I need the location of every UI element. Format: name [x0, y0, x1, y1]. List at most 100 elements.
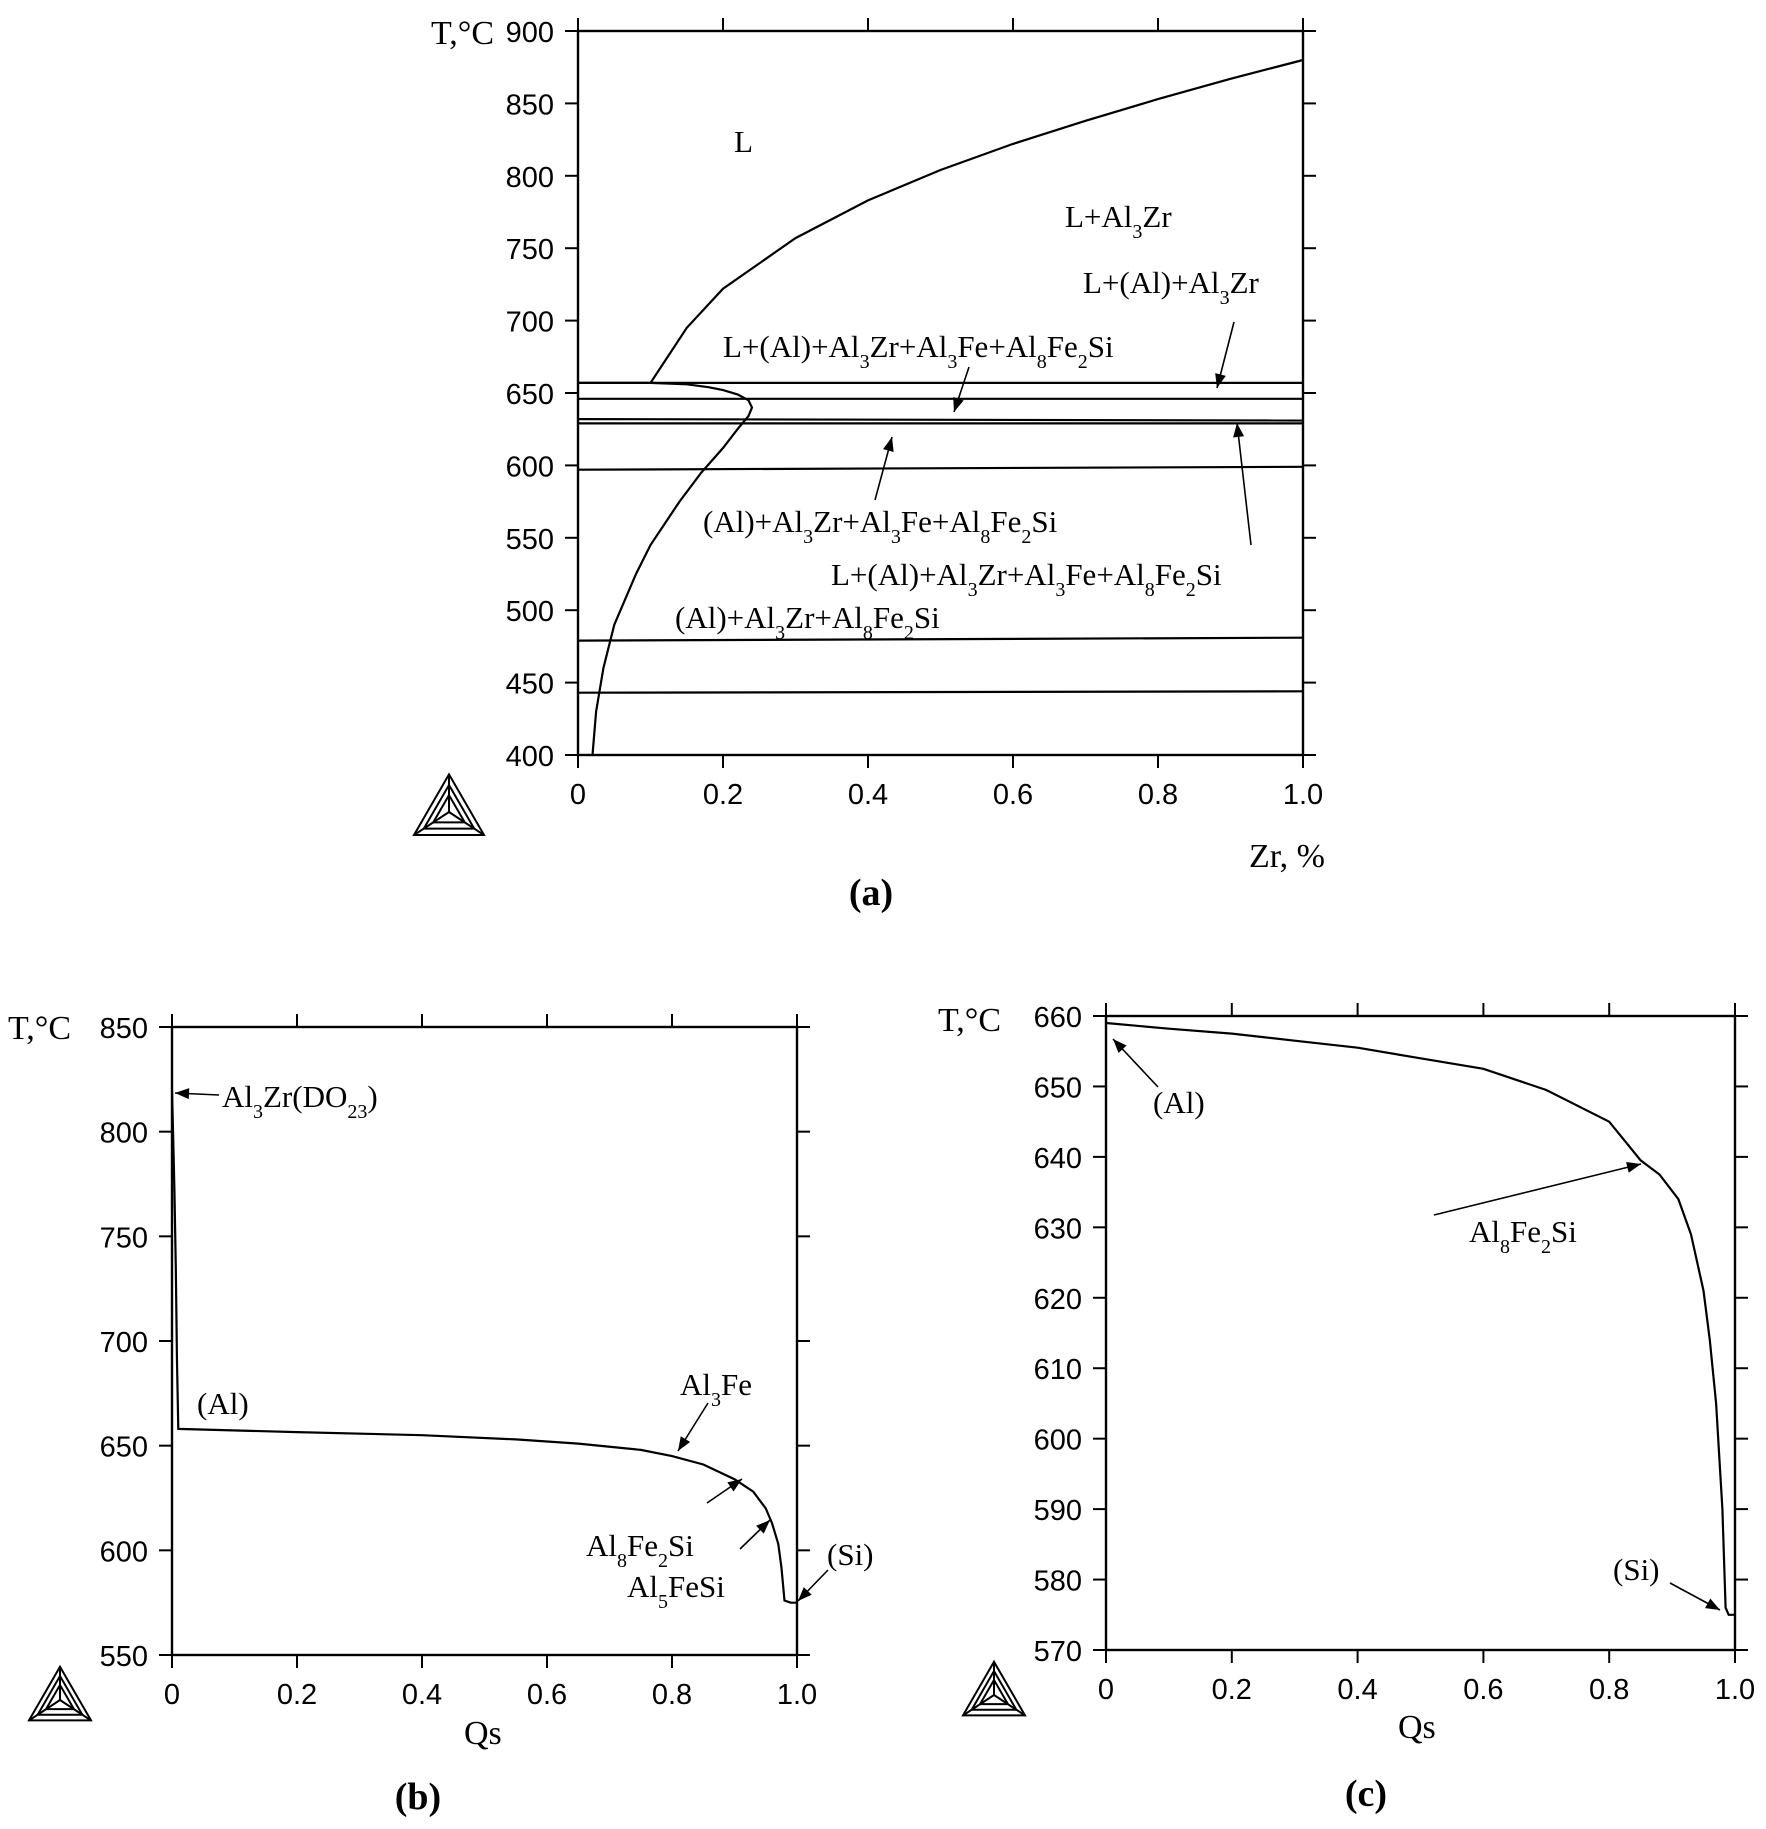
phase-label: (Al)+Al3Zr+Al3Fe+Al8Fe2Si — [703, 504, 1058, 548]
annotation-arrow — [953, 366, 970, 413]
y-tick-label: 550 — [100, 1641, 148, 1673]
y-tick-label: 700 — [506, 307, 554, 339]
y-tick-label: 550 — [506, 524, 554, 556]
y-tick-label: 650 — [100, 1432, 148, 1464]
x-tick-label: 0.8 — [1138, 779, 1178, 811]
y-tick-label: 630 — [1034, 1213, 1082, 1245]
y-tick-label: 580 — [1034, 1566, 1082, 1598]
annotation-arrow — [1433, 1162, 1642, 1216]
phase-label: Al3Zr(DO23) — [222, 1079, 378, 1123]
x-tick-label: 0.6 — [993, 779, 1033, 811]
series-line-5 — [577, 418, 1304, 422]
y-tick-label: 800 — [506, 162, 554, 194]
y-tick-label: 450 — [506, 669, 554, 701]
x-tick-label: 0.2 — [277, 1679, 317, 1711]
annotation-arrow — [874, 436, 894, 501]
annotation-arrow — [677, 1402, 709, 1452]
x-tick-label: 0.2 — [1212, 1674, 1252, 1706]
plot-frame — [1104, 1014, 1737, 1652]
x-tick-label: 0 — [164, 1679, 180, 1711]
x-tick-label: 0.4 — [848, 779, 888, 811]
y-tick-label: 400 — [506, 741, 554, 773]
panel-c: 0 0.2 0.4 0.6 0.8 1.0 570 580 590 600 610 620 630 640… — [938, 1002, 1755, 1815]
phase-label: L — [734, 124, 753, 159]
thermo-calc-logo — [961, 1659, 1027, 1717]
phase-label: (Si) — [827, 1537, 874, 1572]
y-tick-label: 650 — [506, 379, 554, 411]
thermo-calc-logo — [412, 772, 486, 837]
x-axis-title: Qs — [1398, 1709, 1436, 1746]
x-tick-label: 0.6 — [1463, 1674, 1503, 1706]
annotation-arrow — [1669, 1582, 1721, 1611]
phase-label: L+Al3Zr — [1065, 199, 1172, 243]
x-axis-title: Qs — [464, 1715, 502, 1752]
phase-label: Al5FeSi — [627, 1569, 725, 1613]
series-line-1 — [1105, 1021, 1735, 1616]
y-tick-label: 610 — [1034, 1354, 1082, 1386]
x-tick-label: 0 — [1098, 1674, 1114, 1706]
x-tick-label: 0.4 — [1337, 1674, 1377, 1706]
annotation-arrow — [174, 1088, 220, 1100]
y-tick-label: 640 — [1034, 1143, 1082, 1175]
annotation-arrow — [1215, 321, 1235, 389]
y-tick-label: 900 — [506, 17, 554, 49]
y-tick-label: 600 — [1034, 1425, 1082, 1457]
annotation-arrow — [1112, 1038, 1159, 1088]
plot-frame — [170, 1025, 799, 1657]
x-tick-label: 0.6 — [527, 1679, 567, 1711]
x-tick-label: 0 — [570, 779, 586, 811]
y-tick-label: 600 — [506, 451, 554, 483]
annotation-arrow — [739, 1519, 771, 1550]
annotation-arrow — [797, 1569, 829, 1602]
y-tick-label: 570 — [1034, 1636, 1082, 1668]
series-line-8 — [577, 636, 1304, 642]
x-tick-label: 1.0 — [1283, 779, 1323, 811]
phase-label: Al8Fe2Si — [1469, 1214, 1577, 1258]
panel-label: (c) — [1345, 1773, 1387, 1815]
y-tick-label: 590 — [1034, 1495, 1082, 1527]
series-line-7 — [577, 465, 1304, 471]
y-axis-title: T,°C — [938, 1002, 1001, 1039]
y-tick-label: 600 — [100, 1536, 148, 1568]
y-tick-label: 750 — [100, 1222, 148, 1254]
series-line-2 — [578, 381, 754, 756]
y-tick-label: 800 — [100, 1118, 148, 1150]
panel-a: 0 0.2 0.4 0.6 0.8 1.0 400 450 500 550 600 650 700 750… — [412, 15, 1325, 914]
thermo-calc-logo — [27, 1664, 93, 1722]
phase-label: L+(Al)+Al3Zr+Al3Fe+Al8Fe2Si — [831, 557, 1222, 601]
phase-label: Al8Fe2Si — [586, 1528, 694, 1572]
phase-label: Al3Fe — [680, 1367, 752, 1411]
y-tick-label: 700 — [100, 1327, 148, 1359]
panel-label: (b) — [395, 1776, 441, 1818]
series-line-1 — [170, 1089, 797, 1604]
annotation-arrow — [706, 1478, 743, 1504]
y-tick-label: 850 — [100, 1013, 148, 1045]
x-tick-label: 1.0 — [1715, 1674, 1755, 1706]
phase-label: (Al) — [1153, 1085, 1205, 1120]
y-tick-label: 650 — [1034, 1072, 1082, 1104]
phase-label: (Al)+Al3Zr+Al8Fe2Si — [675, 600, 940, 644]
phase-label: L+(Al)+Al3Zr — [1083, 265, 1259, 309]
y-tick-label: 850 — [506, 89, 554, 121]
y-axis-title: T,°C — [8, 1010, 71, 1047]
y-tick-label: 660 — [1034, 1002, 1082, 1034]
y-axis-title: T,°C — [431, 15, 494, 52]
y-tick-label: 500 — [506, 596, 554, 628]
phase-label: (Al) — [197, 1386, 249, 1421]
y-tick-label: 750 — [506, 234, 554, 266]
phase-label: (Si) — [1613, 1552, 1660, 1587]
x-axis-title: Zr, % — [1249, 838, 1325, 875]
y-tick-label: 620 — [1034, 1284, 1082, 1316]
annotation-arrow — [1233, 422, 1252, 546]
x-tick-label: 0.8 — [1589, 1674, 1629, 1706]
panel-label: (a) — [849, 872, 893, 914]
plot-frame — [576, 29, 1305, 757]
series-line-1 — [649, 58, 1304, 384]
panel-b: 0 0.2 0.4 0.6 0.8 1.0 550 600 650 700 750 800 850 T,°… — [8, 1010, 874, 1818]
x-tick-label: 0.4 — [402, 1679, 442, 1711]
phase-label: L+(Al)+Al3Zr+Al3Fe+Al8Fe2Si — [723, 329, 1114, 373]
x-tick-label: 0.2 — [703, 779, 743, 811]
x-tick-label: 0.8 — [652, 1679, 692, 1711]
x-tick-label: 1.0 — [777, 1679, 817, 1711]
